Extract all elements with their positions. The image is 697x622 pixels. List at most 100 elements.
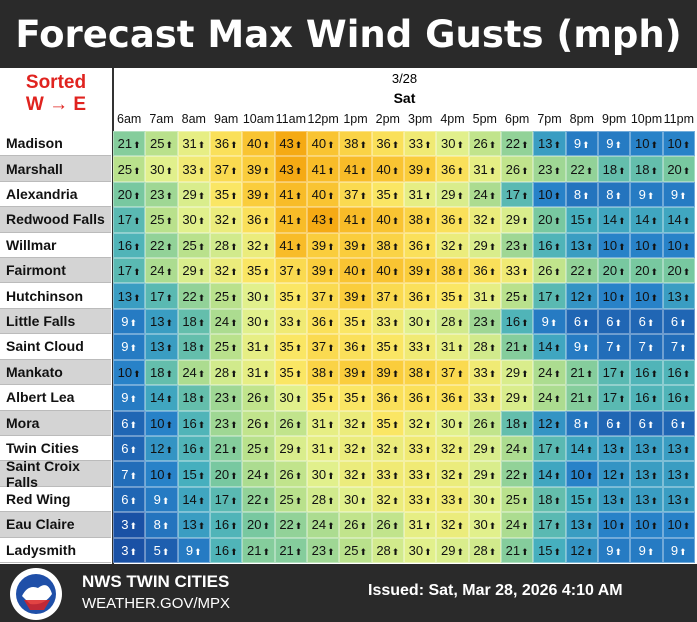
- cell-value: 37: [344, 187, 367, 202]
- hour-label: 6pm: [505, 112, 530, 126]
- heat-cell: 33: [404, 131, 437, 157]
- cell-value: 30: [312, 467, 335, 482]
- sort-note: Sorted W → E: [0, 72, 112, 116]
- cell-value: 39: [247, 162, 270, 177]
- cell-value: 24: [506, 517, 529, 532]
- heat-cell: 20: [242, 512, 275, 538]
- cell-value: 10: [667, 517, 690, 532]
- heat-cell: 20: [210, 461, 243, 487]
- heat-cell: 22: [145, 232, 178, 259]
- heat-cell: 32: [404, 410, 437, 436]
- cell-value: 32: [344, 441, 367, 456]
- heat-cell: 39: [339, 359, 372, 386]
- cell-value: 10: [118, 365, 141, 380]
- cell-value: 18: [635, 162, 658, 177]
- heat-cell: 32: [436, 435, 469, 462]
- heat-cell: 16: [630, 359, 663, 386]
- heat-cell: 25: [145, 207, 178, 233]
- cell-value: 37: [441, 365, 464, 380]
- cell-value: 26: [279, 467, 302, 482]
- heat-cell: 18: [630, 156, 663, 182]
- cell-value: 38: [344, 136, 367, 151]
- heat-cell: 9: [598, 131, 631, 157]
- heat-cell: 35: [307, 385, 340, 411]
- heat-cell: 33: [436, 486, 469, 513]
- cell-value: 17: [603, 390, 626, 405]
- heat-cell: 8: [565, 410, 598, 436]
- heat-cell: 14: [177, 486, 210, 513]
- heat-cell: 32: [468, 207, 501, 233]
- cell-value: 36: [344, 339, 367, 354]
- cell-value: 9: [121, 390, 137, 405]
- cell-value: 28: [215, 238, 238, 253]
- heat-cell: 35: [274, 283, 307, 309]
- heat-cell: 33: [468, 359, 501, 386]
- cell-value: 32: [441, 238, 464, 253]
- heat-cell: 20: [598, 258, 631, 284]
- row-label: Hutchinson: [0, 283, 111, 309]
- heat-cell: 24: [533, 385, 566, 411]
- cell-value: 33: [441, 492, 464, 507]
- cell-value: 36: [215, 136, 238, 151]
- heat-cell: 10: [598, 512, 631, 538]
- cell-value: 18: [603, 162, 626, 177]
- cell-value: 41: [344, 212, 367, 227]
- heat-cell: 37: [307, 334, 340, 360]
- heat-cell: 26: [371, 512, 404, 538]
- heat-cell: 17: [533, 512, 566, 538]
- cell-value: 40: [376, 212, 399, 227]
- cell-value: 13: [667, 289, 690, 304]
- row-label: Alexandria: [0, 181, 111, 208]
- cell-value: 21: [570, 365, 593, 380]
- heat-cell: 3: [113, 512, 146, 538]
- sort-note-line: W → E: [25, 94, 87, 115]
- hour-label: 10pm: [630, 112, 663, 126]
- cell-value: 33: [409, 339, 432, 354]
- heat-cell: 12: [533, 410, 566, 436]
- cell-value: 20: [635, 263, 658, 278]
- heat-cell: 36: [404, 283, 437, 309]
- hour-label: 9am: [214, 112, 239, 126]
- heat-cell: 36: [404, 232, 437, 259]
- heat-cell: 29: [501, 385, 534, 411]
- heat-cell: 24: [177, 359, 210, 386]
- cell-value: 6: [671, 416, 687, 431]
- cell-value: 35: [376, 416, 399, 431]
- heat-cell: 18: [533, 486, 566, 513]
- cell-value: 22: [182, 289, 205, 304]
- cell-value: 30: [473, 517, 496, 532]
- heat-cell: 32: [339, 410, 372, 436]
- cell-value: 40: [376, 162, 399, 177]
- cell-value: 8: [606, 187, 622, 202]
- heat-cell: 39: [404, 156, 437, 182]
- cell-value: 12: [570, 289, 593, 304]
- heat-cell: 13: [113, 283, 146, 309]
- heat-cell: 31: [177, 131, 210, 157]
- cell-value: 31: [409, 517, 432, 532]
- heat-cell: 38: [404, 359, 437, 386]
- hour-label: 11am: [275, 112, 306, 126]
- heat-cell: 30: [307, 461, 340, 487]
- heat-cell: 36: [339, 334, 372, 360]
- heat-cell: 9: [177, 537, 210, 563]
- cell-value: 43: [279, 162, 302, 177]
- cell-value: 41: [279, 238, 302, 253]
- cell-value: 26: [506, 162, 529, 177]
- heat-cell: 35: [210, 181, 243, 208]
- cell-value: 3: [121, 543, 137, 558]
- row-label: Eau Claire: [0, 512, 111, 538]
- heat-cell: 40: [371, 156, 404, 182]
- heat-cell: 28: [436, 308, 469, 335]
- cell-value: 12: [150, 441, 173, 456]
- cell-value: 20: [538, 212, 561, 227]
- cell-value: 39: [409, 263, 432, 278]
- cell-value: 30: [441, 136, 464, 151]
- cell-value: 23: [215, 416, 238, 431]
- heat-cell: 14: [533, 461, 566, 487]
- cell-value: 10: [603, 289, 626, 304]
- heat-cell: 24: [533, 359, 566, 386]
- cell-value: 13: [635, 492, 658, 507]
- cell-value: 36: [473, 263, 496, 278]
- cell-value: 17: [603, 365, 626, 380]
